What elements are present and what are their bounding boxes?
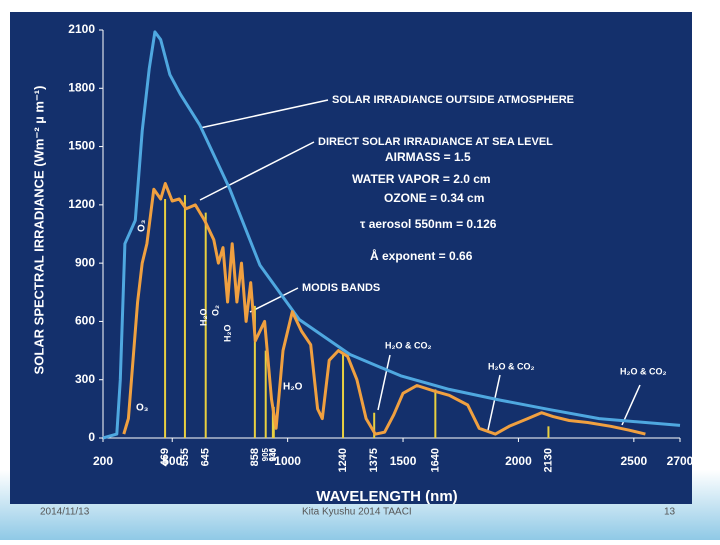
annotation: H₂O xyxy=(222,325,232,343)
y-tick-label: 1200 xyxy=(68,197,95,211)
x-axis-title: WAVELENGTH (nm) xyxy=(316,488,457,505)
chart-panel xyxy=(10,12,692,504)
series-annotation: DIRECT SOLAR IRRADIANCE AT SEA LEVEL xyxy=(318,136,553,148)
y-tick-label: 600 xyxy=(75,314,95,328)
series-annotation: SOLAR IRRADIANCE OUTSIDE ATMOSPHERE xyxy=(332,94,574,106)
annotation: H₂O & CO₂ xyxy=(620,366,667,376)
band-label: 858 xyxy=(249,448,261,466)
annotation: AIRMASS = 1.5 xyxy=(385,150,471,164)
band-label: 940 xyxy=(269,447,278,461)
x-tick-label: 2000 xyxy=(505,454,532,468)
footer-date: 2014/11/13 xyxy=(40,507,90,518)
annotation: O₂ xyxy=(210,305,220,316)
band-label: 936 xyxy=(268,447,277,461)
band-label: 2130 xyxy=(542,448,554,472)
annotation: O₃ xyxy=(136,403,149,414)
band-label: 555 xyxy=(179,448,191,466)
annotation: H₂O & CO₂ xyxy=(488,361,535,371)
x-tick-label: 200 xyxy=(93,454,113,468)
y-axis-title: SOLAR SPECTRAL IRRADIANCE (Wm⁻² µ m⁻¹) xyxy=(31,86,46,375)
arrows xyxy=(199,99,641,431)
band-label: 1240 xyxy=(337,448,349,472)
x-tick-label: 1500 xyxy=(390,454,417,468)
annotation: H₂O xyxy=(283,382,303,393)
y-tick-label: 0 xyxy=(88,430,95,444)
y-tick-label: 1500 xyxy=(68,139,95,153)
band-label: 1375 xyxy=(368,448,380,472)
y-tick-label: 1800 xyxy=(68,80,95,94)
x-tick-label: 1000 xyxy=(274,454,301,468)
y-tick-label: 300 xyxy=(75,372,95,386)
annotation: H₂O xyxy=(198,309,208,327)
annotation: O₃ xyxy=(137,219,148,232)
annotation: Å exponent = 0.66 xyxy=(370,248,473,263)
annotation: OZONE = 0.34 cm xyxy=(384,191,484,205)
bands-annotation: MODIS BANDS xyxy=(302,282,380,294)
x-tick-label: 2700 xyxy=(667,454,694,468)
y-tick-label: 900 xyxy=(75,255,95,269)
series-line xyxy=(122,182,646,436)
x-tick-label: 500 xyxy=(162,454,182,468)
band-label: 645 xyxy=(200,448,212,466)
y-tick-label: 2100 xyxy=(68,22,95,36)
annotation: τ aerosol 550nm = 0.126 xyxy=(360,217,497,231)
band-label: 1640 xyxy=(429,448,441,472)
annotation: WATER VAPOR = 2.0 cm xyxy=(352,172,491,186)
footer-page: 13 xyxy=(664,507,676,518)
band-label: 469 xyxy=(159,448,171,466)
band-label: 905 xyxy=(261,447,270,461)
x-tick-label: 2500 xyxy=(620,454,647,468)
series-line xyxy=(102,30,681,440)
annotation: H₂O & CO₂ xyxy=(385,340,432,350)
footer-event: Kita Kyushu 2014 TAACI xyxy=(302,507,412,518)
